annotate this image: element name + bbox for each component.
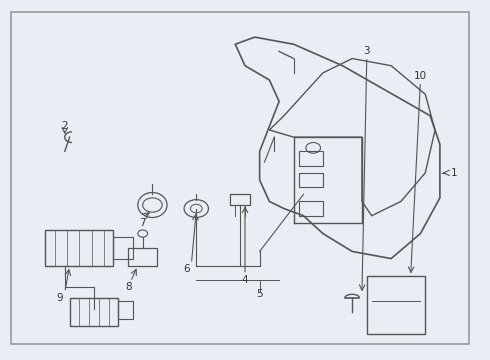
Bar [70,298,118,327]
Bar [298,202,323,216]
Text: 10: 10 [414,71,427,81]
Bar [128,248,157,266]
Text: 8: 8 [125,282,131,292]
Bar [118,301,133,319]
Bar [45,230,114,266]
Text: 2: 2 [61,121,68,131]
Bar [298,152,323,166]
Text: 9: 9 [56,293,63,303]
Text: 4: 4 [242,275,248,285]
Bar [114,237,133,258]
Text: 5: 5 [256,289,263,299]
Text: 6: 6 [183,264,190,274]
Text: 1: 1 [451,168,458,178]
Bar [230,194,250,205]
Text: 3: 3 [364,46,370,57]
Bar [367,276,425,334]
Text: 7: 7 [139,218,146,228]
Bar [298,173,323,187]
